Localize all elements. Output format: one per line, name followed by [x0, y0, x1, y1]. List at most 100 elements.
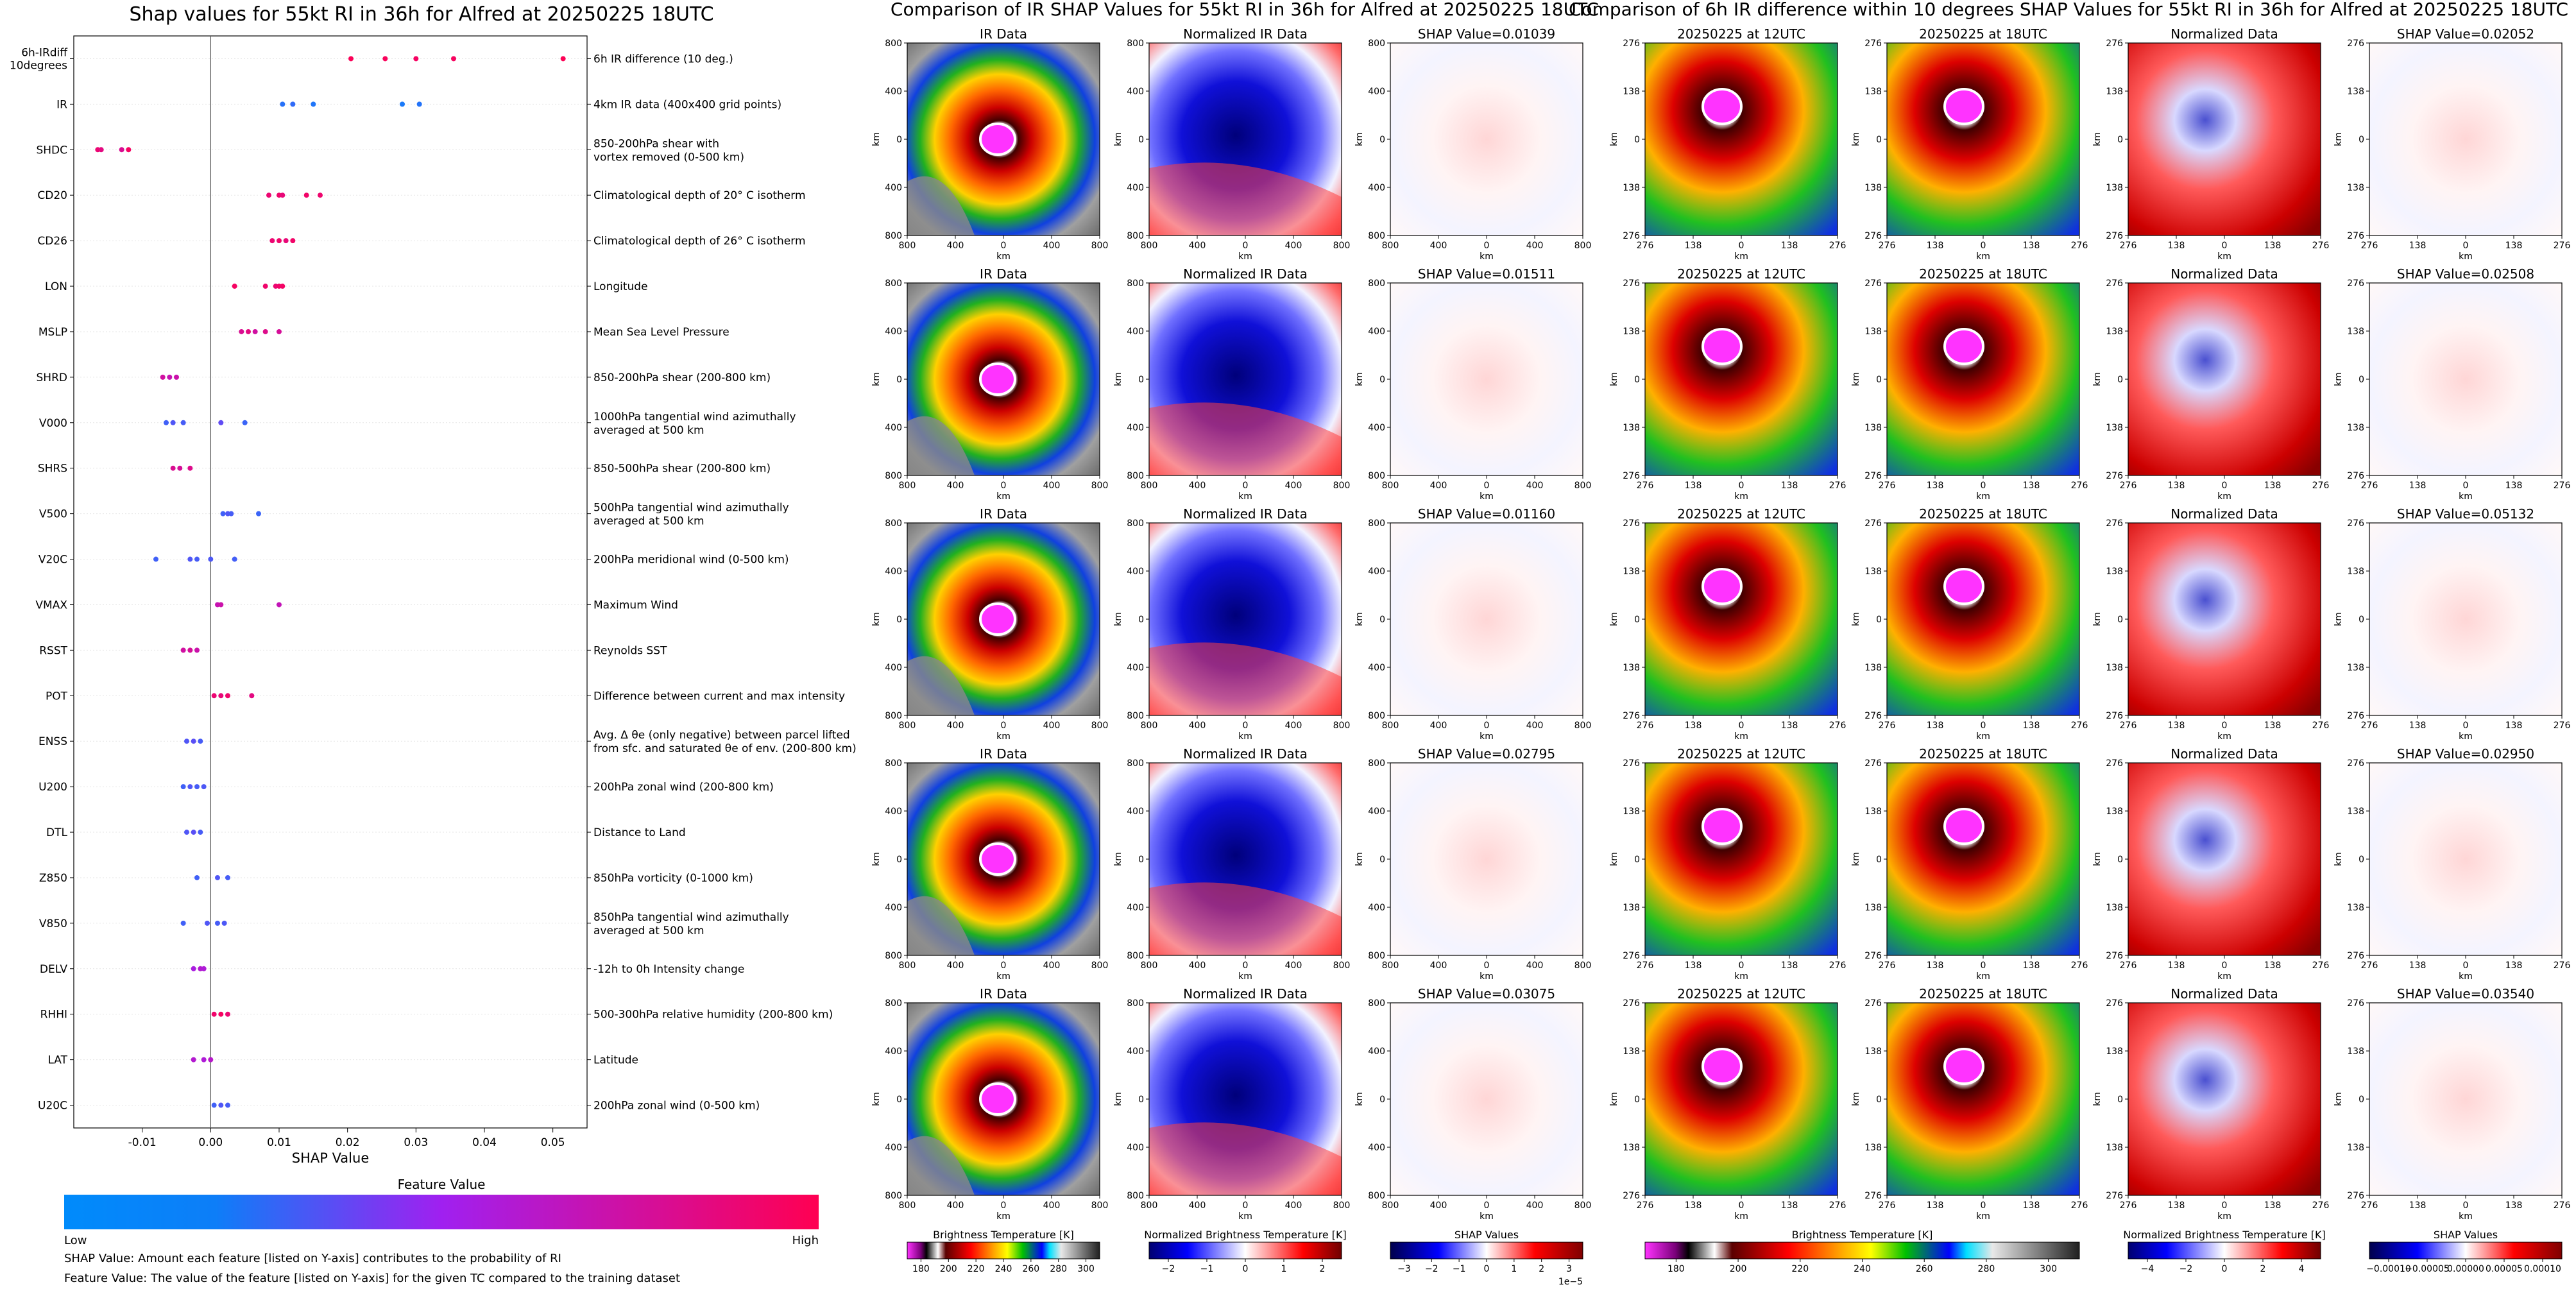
panel-image — [1645, 43, 1838, 235]
panel-y-tick-label: 0 — [1379, 855, 1385, 865]
panel-y-axis-label: km — [871, 372, 882, 386]
panel-x-tick-label: 138 — [2023, 241, 2040, 251]
note-feature-value: Feature Value: The value of the feature … — [64, 1272, 680, 1285]
panel-x-tick-label: 138 — [1781, 960, 1798, 971]
colorbar-label: Normalized Brightness Temperature [K] — [2123, 1229, 2326, 1241]
panel-y-tick-label: 800 — [885, 1191, 902, 1201]
panel-x-tick-label: 138 — [1781, 241, 1798, 251]
panel-x-tick-label: 0 — [1739, 241, 1744, 251]
x-tick-label: 0.00 — [198, 1136, 223, 1149]
panel-x-tick-label: 800 — [1091, 481, 1109, 491]
panel-y-axis-label: km — [1354, 612, 1365, 626]
colorbar-tick-label: 240 — [1854, 1264, 1871, 1274]
panel-y-tick-label: 276 — [1864, 471, 1882, 481]
panel-x-tick-label: 276 — [2554, 1200, 2571, 1211]
colorbar-tick-label: 280 — [1978, 1264, 1995, 1274]
shap-point — [269, 238, 275, 244]
panel-x-tick-label: 138 — [1927, 241, 1944, 251]
panel-x-tick-label: 276 — [1637, 721, 1654, 731]
panel-y-tick-label: 276 — [2347, 711, 2364, 721]
storm-eye — [1702, 88, 1743, 125]
storm-eye — [1943, 568, 1984, 605]
feature-description-label: Distance to Land — [593, 826, 686, 839]
panel-y-tick-label: 138 — [2106, 1046, 2123, 1057]
panel-y-tick-label: 138 — [1623, 567, 1640, 577]
colorbar-tick-label: 0 — [1243, 1264, 1249, 1274]
panel-y-tick-label: 138 — [2106, 903, 2123, 913]
colorbar-label: SHAP Values — [1454, 1229, 1519, 1241]
panel-y-tick-label: 138 — [2347, 183, 2364, 193]
panel-y-tick-label: 138 — [2347, 87, 2364, 97]
panel-x-tick-label: 138 — [2168, 1200, 2185, 1211]
panel-x-tick-label: 800 — [1141, 241, 1158, 251]
colorbar-tick-label: 2 — [1539, 1264, 1544, 1274]
panel-x-tick-label: 0 — [2463, 960, 2469, 971]
shap-point — [560, 56, 566, 62]
panel-x-tick-label: 138 — [2409, 1200, 2427, 1211]
panel-x-tick-label: 276 — [1829, 241, 1847, 251]
shap-point — [180, 920, 186, 926]
panel-y-tick-label: 800 — [1368, 38, 1385, 49]
storm-eye — [1702, 808, 1743, 845]
panel-y-tick-label: 0 — [896, 855, 902, 865]
colorbar-tick-label: 0.00000 — [2447, 1264, 2484, 1274]
feature-code-label: IR — [56, 98, 67, 111]
colorbar-label: Normalized Brightness Temperature [K] — [1144, 1229, 1347, 1241]
panel-x-tick-label: 400 — [1189, 1200, 1206, 1211]
shap-point — [167, 374, 173, 380]
panel-y-tick-label: 800 — [885, 518, 902, 529]
panel-y-tick-label: 800 — [1127, 231, 1144, 241]
storm-eye — [1943, 328, 1984, 365]
panel-image — [1149, 1003, 1342, 1195]
note-shap-value: SHAP Value: Amount each feature [listed … — [64, 1252, 561, 1265]
panel-x-tick-label: 276 — [2071, 960, 2088, 971]
panel-image — [2128, 523, 2321, 715]
panel-x-tick-label: 276 — [1829, 481, 1847, 491]
panel-y-axis-label: km — [1851, 372, 1861, 386]
colorbar-tick-label: 260 — [1916, 1264, 1933, 1274]
panel-y-tick-label: 276 — [1623, 278, 1640, 289]
panel-title: 20250225 at 18UTC — [1919, 26, 2047, 42]
colorbar-tick-label: 240 — [995, 1264, 1012, 1274]
colorbar-tick-label: 1 — [1511, 1264, 1517, 1274]
panel-title: SHAP Value=0.02508 — [2397, 266, 2534, 282]
panel-image — [2128, 283, 2321, 475]
storm-eye — [979, 842, 1016, 876]
panel-image — [1887, 1003, 2079, 1195]
shap-point — [348, 56, 354, 62]
panel-image — [1390, 43, 1583, 235]
panel-x-tick-label: 276 — [2312, 481, 2330, 491]
panel-x-axis-label: km — [2459, 731, 2473, 742]
feature-code-label: U20C — [38, 1100, 67, 1113]
panel-y-tick-label: 276 — [2106, 711, 2123, 721]
panel-x-tick-label: 400 — [1430, 241, 1447, 251]
panel-image-fill — [1645, 763, 1838, 955]
panel-x-tick-label: 400 — [1526, 1200, 1544, 1211]
shap-point — [280, 284, 286, 289]
panel-x-tick-label: 400 — [1043, 481, 1061, 491]
shap-point — [177, 465, 183, 471]
panel-title: Normalized Data — [2171, 506, 2278, 522]
shap-point — [218, 602, 224, 608]
panel-y-tick-label: 400 — [1368, 327, 1385, 337]
panel-x-axis-label: km — [1734, 491, 1748, 502]
panel-x-tick-label: 400 — [1430, 1200, 1447, 1211]
shap-summary-chart: Shap values for 55kt RI in 36h for Alfre… — [10, 3, 857, 1285]
panel-y-tick-label: 0 — [1634, 135, 1640, 145]
panel-image — [2128, 1003, 2321, 1195]
panel-y-tick-label: 0 — [1138, 855, 1144, 865]
panel-y-tick-label: 138 — [2347, 1143, 2364, 1153]
panel-x-tick-label: 400 — [1285, 721, 1302, 731]
panel-x-tick-label: 800 — [1382, 721, 1399, 731]
panel-x-tick-label: 0 — [2222, 960, 2228, 971]
panel-x-tick-label: 800 — [1333, 481, 1351, 491]
panel-y-axis-label: km — [2092, 132, 2103, 146]
panel-y-axis-label: km — [1354, 1092, 1365, 1106]
panel-x-tick-label: 138 — [1685, 721, 1702, 731]
feature-description-label: 850hPa vorticity (0-1000 km) — [593, 872, 753, 885]
panel-x-tick-label: 138 — [2023, 721, 2040, 731]
panel-y-axis-label: km — [1609, 852, 1619, 866]
panel-y-tick-label: 276 — [2347, 518, 2364, 529]
panel-x-tick-label: 138 — [2409, 481, 2427, 491]
panel-image — [1149, 763, 1342, 955]
